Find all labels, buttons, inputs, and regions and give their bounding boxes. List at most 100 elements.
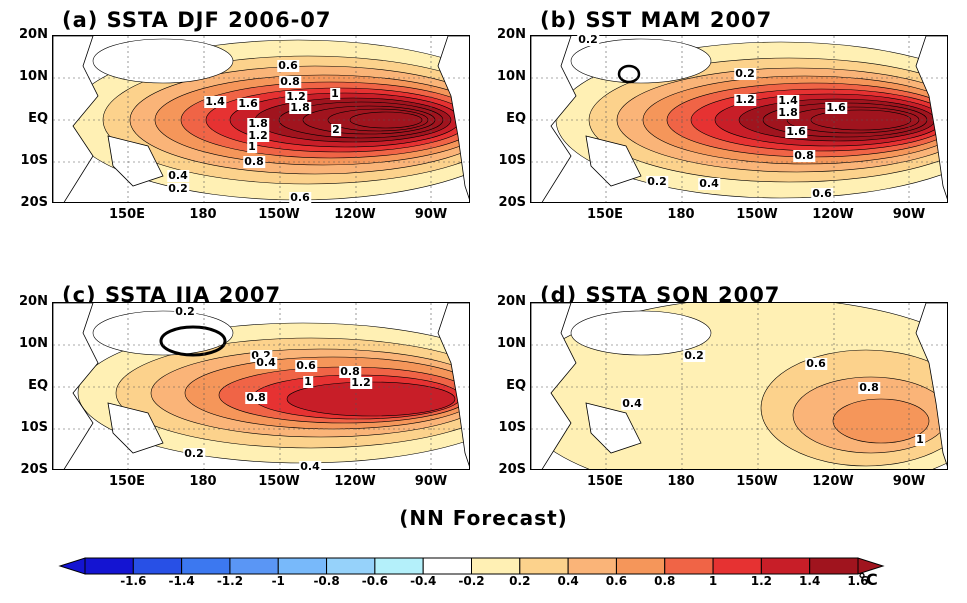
longitude-label: 120W (812, 207, 854, 222)
contour-label: 0.8 (793, 149, 815, 162)
contour-label: 1 (303, 375, 313, 388)
map-panel-a (52, 35, 470, 203)
neutral-region (92, 310, 234, 356)
colorbar-swatch (229, 557, 279, 575)
map-panel-c (52, 302, 470, 470)
longitude-label: 90W (892, 207, 926, 222)
colorbar-tick-label: -1.6 (120, 574, 147, 588)
contour-label: 0.2 (734, 67, 756, 80)
colorbar-swatch (422, 557, 472, 575)
land-west (53, 303, 99, 469)
latitude-label: 10N (19, 69, 48, 84)
contour-label: 0.6 (295, 359, 317, 372)
contour-label: 1.6 (237, 97, 259, 110)
colorbar-swatch (181, 557, 231, 575)
anomaly-contour-level (832, 398, 930, 444)
colorbar-tick-label: -1.4 (168, 574, 195, 588)
land-west (53, 36, 99, 202)
land-americas (437, 303, 469, 467)
land-new-guinea (585, 402, 642, 454)
longitude-label: 90W (892, 474, 926, 489)
map-c-svg (53, 303, 469, 469)
contour-label: 1.8 (289, 101, 311, 114)
colorbar-tick-label: 1.4 (799, 574, 821, 588)
colorbar-tick-label: 1 (708, 574, 718, 588)
colorbar-swatch (615, 557, 666, 575)
colorbar-swatch (760, 557, 811, 575)
contour-label: 0.6 (277, 59, 299, 72)
panel-b-title: (b) SST MAM 2007 (540, 8, 773, 32)
colorbar-swatch (664, 557, 714, 575)
longitude-label: 120W (812, 474, 854, 489)
anomaly-contour-level (349, 111, 423, 129)
land-americas (915, 303, 947, 467)
colorbar-swatch (84, 557, 134, 575)
colorbar-tick-label: -0.8 (313, 574, 340, 588)
latitude-label: 20N (19, 294, 48, 309)
unit-label: °C (858, 570, 878, 589)
contour-label: 0.4 (167, 169, 189, 182)
contour-label: 0.2 (577, 33, 599, 46)
contour-label: 0.8 (279, 75, 301, 88)
colorbar-tick-label: 1.2 (750, 574, 772, 588)
colorbar-swatch (567, 557, 617, 575)
latitude-label: EQ (28, 111, 48, 126)
latitude-label: EQ (506, 378, 526, 393)
colorbar-tick-label: 0.8 (654, 574, 676, 588)
land-americas (915, 36, 947, 200)
colorbar-left-arrow (58, 557, 86, 575)
colorbar-tick-label: -0.2 (458, 574, 485, 588)
contour-label: 0.8 (243, 155, 265, 168)
contour-label: 1.2 (247, 129, 269, 142)
map-panel-b (530, 35, 948, 203)
negative-contour (617, 64, 641, 84)
longitude-label: 90W (414, 207, 448, 222)
land-new-guinea (107, 135, 164, 187)
land-new-guinea (107, 402, 164, 454)
contour-label: 0.8 (858, 381, 880, 394)
colorbar-tick-label: 0.6 (605, 574, 628, 588)
latitude-label: 20N (497, 27, 526, 42)
contour-label: 0.4 (299, 460, 321, 473)
longitude-label: 180 (667, 474, 695, 489)
latitude-label: 20N (19, 27, 48, 42)
latitude-label: 20N (497, 294, 526, 309)
colorbar-tick-label: 0.2 (509, 574, 531, 588)
latitude-label: 20S (498, 462, 526, 477)
latitude-label: 10S (20, 153, 48, 168)
contour-label: 0.6 (805, 357, 827, 370)
contour-label: 1.6 (785, 125, 807, 138)
map-a-svg (53, 36, 469, 202)
longitude-label: 180 (667, 207, 695, 222)
land-west (531, 303, 577, 469)
contour-label: 0.4 (698, 177, 720, 190)
latitude-label: EQ (28, 378, 48, 393)
forecast-caption: (NN Forecast) (399, 506, 568, 530)
colorbar-tick-label: 0.4 (557, 574, 579, 588)
contour-label: 1.6 (825, 101, 847, 114)
colorbar-tick-label: -1.2 (216, 574, 244, 588)
contour-label: 1 (915, 433, 925, 446)
colorbar-swatch (374, 557, 424, 575)
contour-label: 0.8 (339, 365, 361, 378)
panel-a-title: (a) SSTA DJF 2006-07 (62, 8, 332, 32)
latitude-label: EQ (506, 111, 526, 126)
latitude-label: 10N (19, 336, 48, 351)
colorbar (58, 557, 885, 575)
contour-label: 1 (247, 140, 257, 153)
contour-label: 0.4 (621, 397, 643, 410)
land-americas (437, 36, 469, 200)
contour-label: 1.4 (777, 94, 799, 107)
latitude-label: 10S (20, 420, 48, 435)
longitude-label: 150E (586, 207, 624, 222)
longitude-label: 150W (736, 474, 778, 489)
colorbar-swatch (132, 557, 183, 575)
colorbar-swatch (519, 557, 569, 575)
negative-contour (159, 325, 227, 357)
latitude-label: 10S (498, 153, 526, 168)
contour-label: 0.2 (174, 305, 196, 318)
colorbar-tick-label: -1 (271, 574, 285, 588)
colorbar-swatch (326, 557, 376, 575)
longitude-label: 150W (258, 474, 300, 489)
latitude-label: 20S (20, 195, 48, 210)
